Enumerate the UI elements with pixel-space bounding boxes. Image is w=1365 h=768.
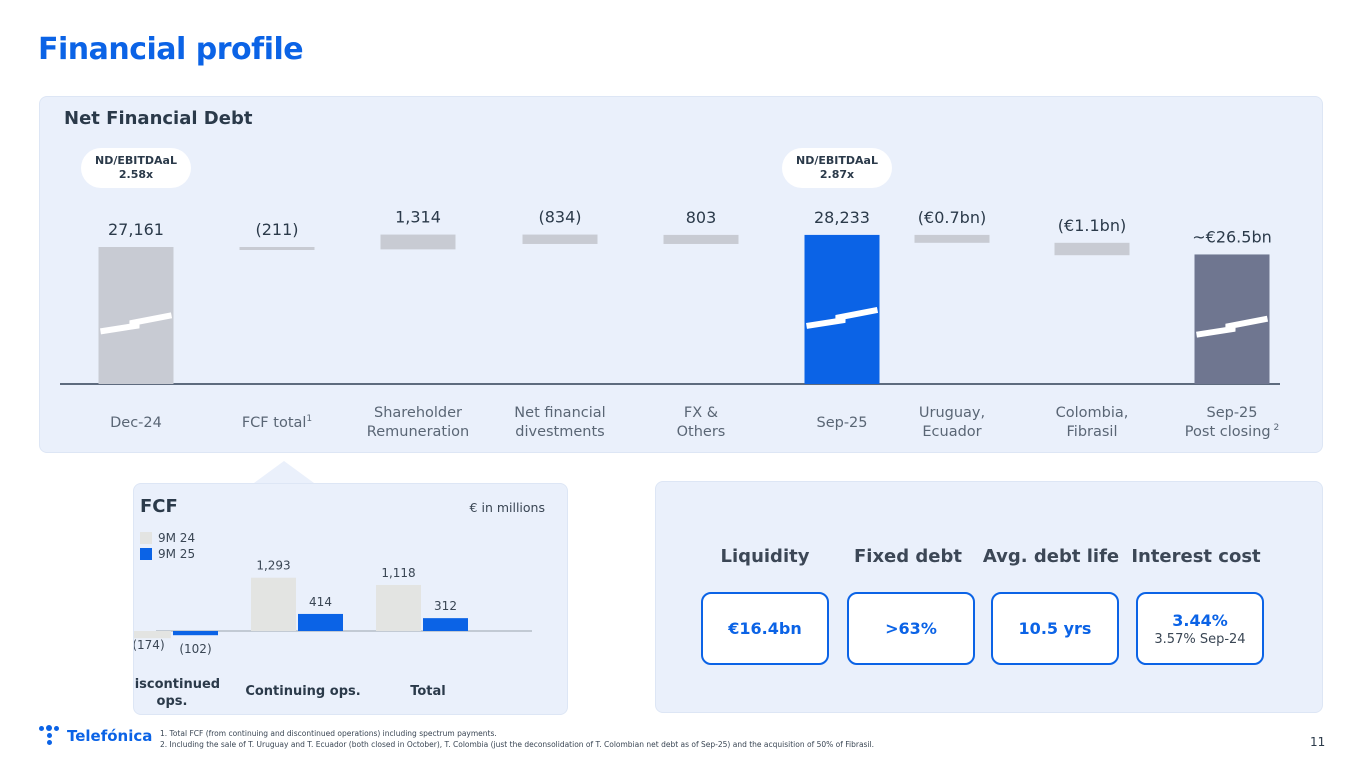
legend-label-9m24: 9M 24 [158,531,196,545]
nfd-category-label-dec-24: Dec-24 [110,415,162,431]
axis-break-icon [806,306,879,329]
nfd-category-label-uruguay-ecuador: Uruguay, [919,405,985,421]
nfd-value-label-sep-25: 28,233 [814,208,870,227]
nfd-category-label-fx-others: FX & [684,405,718,421]
legend-swatch-9m25 [140,548,152,560]
fcf-legend: 9M 24 9M 25 [140,530,195,562]
kpi-label-liquidity: Liquidity [720,546,810,567]
fcf-category-label-total: Total [410,684,446,699]
nfd-value-label-uruguay-ecuador: (€0.7bn) [918,208,986,227]
fcf-title: FCF [140,496,178,517]
nfd-value-label-colombia-fibrasil: (€1.1bn) [1058,216,1126,235]
net-financial-debt-chart: 27,161 Dec-24 (211) FCF total1 1,314 Sharehol… [60,148,1280,440]
nd-ebitdaal-badge-bg [782,148,892,188]
kpi-label-interest-cost: Interest cost [1131,546,1261,567]
kpi-box-liquidity: €16.4bn [701,592,829,665]
nfd-category-label-colombia-fibrasil: Fibrasil [1067,424,1118,440]
fcf-bar-9m-25-continuing-ops [298,613,343,631]
nfd-value-label-sep-25-post-closing: ~€26.5bn [1192,227,1272,246]
legend-swatch-9m24 [140,532,152,544]
page-number: 11 [1310,735,1326,749]
nfd-category-label-fcf-total: FCF total1 [242,414,312,431]
nfd-bar-net-financial-divestments [522,234,598,244]
fcf-bar-9m-25-total [423,618,468,631]
nfd-bar-fx-others [663,234,739,244]
nfd-bar-uruguay-ecuador [914,234,990,243]
nfd-title: Net Financial Debt [64,108,253,129]
fcf-value-label-9m-24-continuing-ops: 1,293 [256,559,290,573]
nfd-bar-shareholder-remuneration [380,234,456,250]
telefonica-logo-icon [39,725,63,747]
nfd-category-label-net-financial-divestments: divestments [515,424,604,440]
page-title: Financial profile [38,32,304,67]
fcf-value-label-9m-25-continuing-ops: 414 [309,595,332,609]
nfd-category-label-fx-others: Others [677,424,726,440]
kpi-value-fixed-debt: >63% [885,619,937,638]
nd-ebitdaal-badge-label: ND/EBITDAaL [796,154,878,167]
fcf-panel: FCF € in millions 9M 24 9M 25 (174) 1,293… [133,483,568,715]
kpi-value-avg-debt-life: 10.5 yrs [1018,619,1092,638]
fcf-value-label-9m-24-total: 1,118 [381,566,415,580]
nfd-category-label-shareholder-remuneration: Remuneration [367,424,469,440]
legend-item-9m25: 9M 25 [140,546,195,562]
kpi-value-liquidity: €16.4bn [728,619,802,638]
fcf-value-label-9m-24-discontinued-ops: (174) [134,638,165,652]
footnote-ref: 1 [306,414,312,424]
kpi-box-avg-debt-life: 10.5 yrs [991,592,1119,665]
nfd-bar-colombia-fibrasil [1054,242,1130,256]
nfd-category-label-colombia-fibrasil: Colombia, [1056,405,1129,421]
nd-ebitdaal-badge-value: 2.58x [119,168,153,181]
nd-ebitdaal-badge-bg [81,148,191,188]
kpi-label-avg-debt-life: Avg. debt life [982,546,1120,567]
nfd-category-label-shareholder-remuneration: Shareholder [374,405,462,421]
nfd-value-label-net-financial-divestments: (834) [538,208,581,227]
net-financial-debt-panel: Net Financial Debt 27,161 Dec-24 (211) FCF … [39,96,1323,453]
nfd-category-label-sep-25-post-closing: Sep-25 [1206,405,1257,421]
footnotes: 1. Total FCF (from continuing and discon… [160,728,874,750]
fcf-value-label-9m-25-total: 312 [434,599,457,613]
nfd-value-label-shareholder-remuneration: 1,314 [395,208,441,227]
kpi-sub-interest-cost: 3.57% Sep-24 [1154,631,1246,647]
footnote-2: 2. Including the sale of T. Uruguay and … [160,740,875,749]
nfd-category-label-uruguay-ecuador: Ecuador [922,424,981,440]
fcf-bar-9m-25-discontinued-ops [173,631,218,636]
fcf-unit-label: € in millions [469,500,545,515]
legend-item-9m24: 9M 24 [140,530,195,546]
kpi-label-fixed-debt: Fixed debt [853,546,963,567]
footnote-ref: 2 [1271,423,1280,433]
telefonica-logo: Telefónica [39,725,152,747]
footnote-1: 1. Total FCF (from continuing and discon… [160,729,497,738]
fcf-chart: (174) 1,293 1,118 (102) 414 312 Discontinued op… [134,559,532,709]
fcf-callout-notch [254,461,314,483]
nfd-category-label-net-financial-divestments: Net financial [514,405,605,421]
fcf-bar-9m-24-total [376,584,421,631]
nfd-value-label-fcf-total: (211) [255,220,298,239]
nd-ebitdaal-badge-label: ND/EBITDAaL [95,154,177,167]
fcf-category-label-continuing-ops: Continuing ops. [245,684,360,699]
kpi-value-interest-cost: 3.44% [1172,610,1228,630]
fcf-bar-9m-24-discontinued-ops [134,631,171,639]
nfd-value-label-fx-others: 803 [686,208,717,227]
kpi-box-interest-cost: 3.44% 3.57% Sep-24 [1136,592,1264,665]
legend-label-9m25: 9M 25 [158,547,196,561]
fcf-value-label-9m-25-discontinued-ops: (102) [179,642,211,656]
nfd-value-label-dec-24: 27,161 [108,220,164,239]
kpi-box-fixed-debt: >63% [847,592,975,665]
nfd-bar-fcf-total [239,247,315,250]
fcf-category-label-discontinued-ops: ops. [157,694,188,709]
telefonica-logo-text: Telefónica [67,727,153,745]
nd-ebitdaal-badge-value: 2.87x [820,168,854,181]
axis-break-icon [1196,315,1269,338]
debt-kpi-panel: Liquidity Fixed debt Avg. debt life Inte… [655,481,1323,713]
nfd-category-label-sep-25-post-closing: Post closing 2 [1185,423,1279,440]
fcf-category-label-discontinued-ops: Discontinued [134,677,220,692]
fcf-bar-9m-24-continuing-ops [251,577,296,631]
axis-break-icon [100,312,173,335]
nfd-category-label-sep-25: Sep-25 [816,415,867,431]
